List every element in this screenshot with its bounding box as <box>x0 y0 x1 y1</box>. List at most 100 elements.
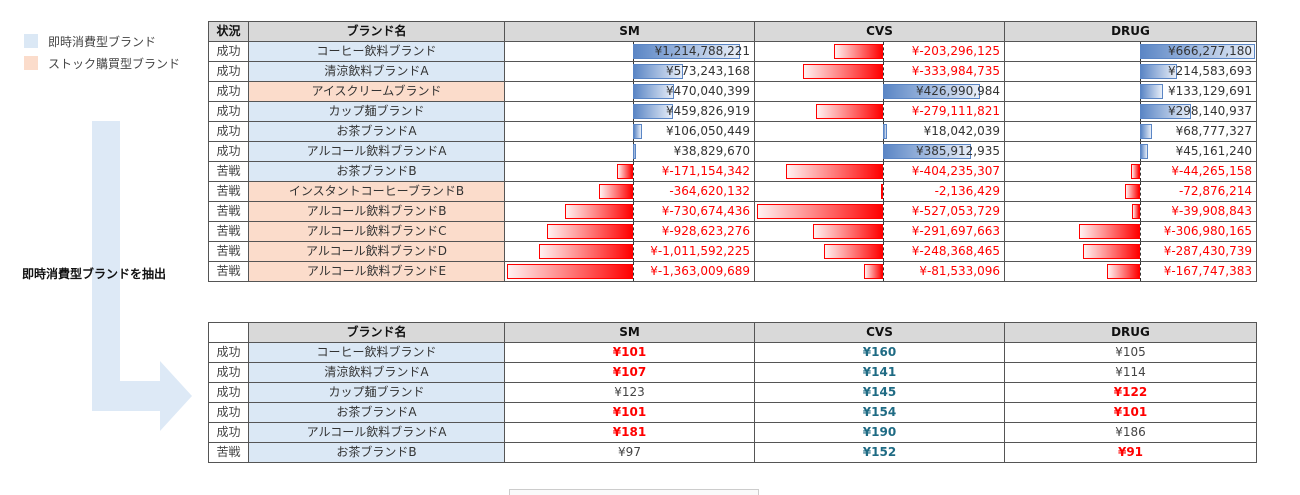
brand-cell: 清涼飲料ブランドA <box>248 61 505 82</box>
sm-value: ¥470,040,399 <box>666 84 750 98</box>
brand-cell: アルコール飲料ブランドE <box>248 261 505 282</box>
status-cell: 苦戦 <box>208 161 249 182</box>
cvs-value-cell: ¥18,042,039 <box>754 121 1005 142</box>
sm-data-bar <box>633 44 740 59</box>
zero-axis <box>883 182 884 201</box>
header-brand: ブランド名 <box>248 21 505 42</box>
sm-data-bar <box>633 144 637 159</box>
drug-data-bar <box>1078 224 1140 239</box>
table-row: 成功 清涼飲料ブランドA ¥107 ¥141 ¥114 <box>208 362 1257 383</box>
sm-data-bar <box>507 264 633 279</box>
zero-axis <box>883 222 884 241</box>
cvs-price-cell: ¥145 <box>754 382 1005 403</box>
status-cell: 苦戦 <box>208 201 249 222</box>
drug-value: ¥666,277,180 <box>1168 44 1252 58</box>
zero-axis <box>1140 182 1141 201</box>
brand-cell: アルコール飲料ブランドC <box>248 221 505 242</box>
table-row: 成功 カップ麺ブランド ¥459,826,919 ¥-279,111,821 ¥298,… <box>208 101 1257 122</box>
cvs-data-bar <box>823 244 883 259</box>
sm-value-cell: ¥470,040,399 <box>504 81 755 102</box>
cvs-price-cell: ¥190 <box>754 422 1005 443</box>
header-status: 状況 <box>208 21 249 42</box>
price-table: ブランド名 SM CVS DRUG 成功 コーヒー飲料ブランド ¥101 ¥160 ¥1… <box>208 322 1257 463</box>
zero-axis <box>883 202 884 221</box>
zero-axis <box>633 162 634 181</box>
status-cell: 苦戦 <box>208 261 249 282</box>
sm-value: -364,620,132 <box>669 184 750 198</box>
drug-data-bar <box>1140 64 1178 79</box>
drug-value: -72,876,214 <box>1178 184 1252 198</box>
extract-arrow-icon <box>92 121 195 431</box>
brand-cell: お茶ブランドA <box>248 402 505 423</box>
cvs-data-bar <box>881 184 883 199</box>
drug-value: ¥68,777,327 <box>1175 124 1252 138</box>
brand-cell: お茶ブランドA <box>248 121 505 142</box>
zero-axis <box>1140 242 1141 261</box>
drug-price-cell: ¥101 <box>1004 402 1257 423</box>
drug-value-cell: ¥214,583,693 <box>1004 61 1257 82</box>
sm-value-cell: ¥-730,674,436 <box>504 201 755 222</box>
cvs-value: ¥-279,111,821 <box>911 104 1000 118</box>
drug-price-cell: ¥186 <box>1004 422 1257 443</box>
drug-data-bar <box>1132 204 1140 219</box>
header-empty <box>208 322 249 343</box>
table-row: 成功 アルコール飲料ブランドA ¥38,829,670 ¥385,912,935 ¥45… <box>208 141 1257 162</box>
brand-cell: インスタントコーヒーブランドB <box>248 181 505 202</box>
drug-data-bar <box>1106 264 1140 279</box>
sm-data-bar <box>633 124 643 139</box>
drug-price-cell: ¥114 <box>1004 362 1257 383</box>
cvs-price-cell: ¥141 <box>754 362 1005 383</box>
sm-value-cell: ¥-928,623,276 <box>504 221 755 242</box>
header-brand: ブランド名 <box>248 322 505 343</box>
zero-axis <box>633 262 634 281</box>
cvs-price-cell: ¥154 <box>754 402 1005 423</box>
sm-value-cell: ¥-171,154,342 <box>504 161 755 182</box>
drug-value-cell: ¥-167,747,383 <box>1004 261 1257 282</box>
sm-data-bar <box>633 64 684 79</box>
table-row: 成功 清涼飲料ブランドA ¥573,243,168 ¥-333,984,735 ¥214… <box>208 61 1257 82</box>
table-row: 成功 お茶ブランドA ¥106,050,449 ¥18,042,039 ¥68,777,… <box>208 121 1257 142</box>
brand-cell: アルコール飲料ブランドA <box>248 422 505 443</box>
table-row: 苦戦 お茶ブランドB ¥-171,154,342 ¥-404,235,307 ¥-44,… <box>208 161 1257 182</box>
sm-value-cell: ¥573,243,168 <box>504 61 755 82</box>
drug-value: ¥-44,265,158 <box>1171 164 1252 178</box>
status-cell: 成功 <box>208 121 249 142</box>
cvs-value-cell: ¥-203,296,125 <box>754 41 1005 62</box>
sm-value: ¥38,829,670 <box>673 144 750 158</box>
cvs-value-cell: ¥-81,533,096 <box>754 261 1005 282</box>
sm-value: ¥106,050,449 <box>666 124 750 138</box>
zero-axis <box>883 242 884 261</box>
sm-value: ¥-928,623,276 <box>661 224 750 238</box>
cvs-value: -2,136,429 <box>934 184 1000 198</box>
table-row: 成功 コーヒー飲料ブランド ¥101 ¥160 ¥105 <box>208 342 1257 363</box>
status-cell: 成功 <box>208 81 249 102</box>
cvs-value-cell: ¥-527,053,729 <box>754 201 1005 222</box>
table-header-row: ブランド名 SM CVS DRUG <box>208 322 1257 343</box>
brand-cell: アルコール飲料ブランドB <box>248 201 505 222</box>
horizontal-scrollbar[interactable] <box>509 489 759 495</box>
table-row: 苦戦 アルコール飲料ブランドD ¥-1,011,592,225 ¥-248,368,4… <box>208 241 1257 262</box>
sm-value: ¥-1,011,592,225 <box>650 244 750 258</box>
table-row: 成功 アルコール飲料ブランドA ¥181 ¥190 ¥186 <box>208 422 1257 443</box>
sm-value: ¥1,214,788,221 <box>654 44 750 58</box>
drug-value-cell: ¥45,161,240 <box>1004 141 1257 162</box>
cvs-data-bar <box>883 124 888 139</box>
drug-data-bar <box>1140 104 1192 119</box>
cvs-value: ¥-333,984,735 <box>911 64 1000 78</box>
status-cell: 成功 <box>208 342 249 363</box>
drug-value: ¥-39,908,843 <box>1171 204 1252 218</box>
table-row: 苦戦 アルコール飲料ブランドE ¥-1,363,009,689 ¥-81,533,09… <box>208 261 1257 282</box>
drug-value-cell: ¥-44,265,158 <box>1004 161 1257 182</box>
sm-price-cell: ¥101 <box>504 342 755 363</box>
sm-data-bar <box>565 204 633 219</box>
sm-data-bar <box>547 224 633 239</box>
cvs-value-cell: ¥-404,235,307 <box>754 161 1005 182</box>
table-header-row: 状況 ブランド名 SM CVS DRUG <box>208 21 1257 42</box>
legend: 即時消費型ブランド ストック購買型ブランド <box>24 30 180 74</box>
cvs-value: ¥385,912,935 <box>916 144 1000 158</box>
status-cell: 成功 <box>208 362 249 383</box>
zero-axis <box>1140 262 1141 281</box>
sm-value-cell: ¥-1,363,009,689 <box>504 261 755 282</box>
sm-price-cell: ¥181 <box>504 422 755 443</box>
brand-cell: コーヒー飲料ブランド <box>248 342 505 363</box>
